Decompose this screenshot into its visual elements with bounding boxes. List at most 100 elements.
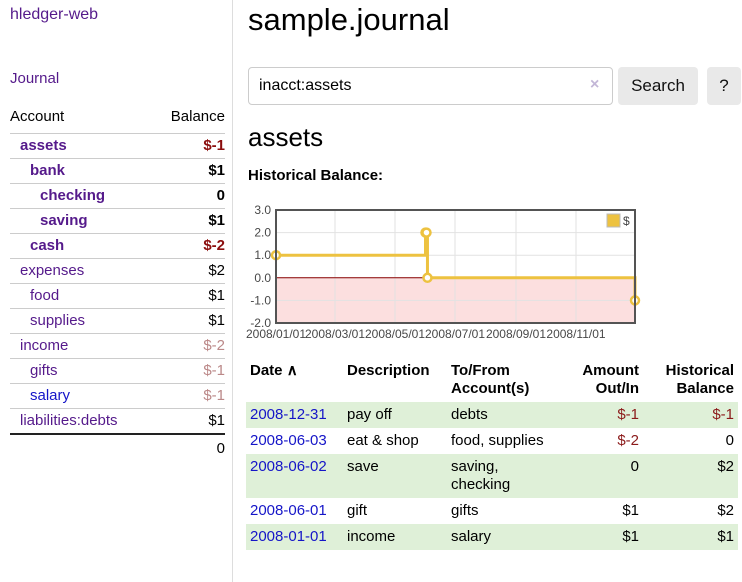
account-name-cell: cash — [10, 233, 153, 259]
account-row: liabilities:debts $1 — [10, 408, 225, 434]
accounts-table: Account Balance assets $-1 bank $1 check… — [10, 104, 225, 463]
svg-text:2008/05/01: 2008/05/01 — [365, 327, 425, 341]
account-balance-cell: $-2 — [152, 233, 225, 259]
accounts-total-value: 0 — [152, 433, 225, 463]
account-row: gifts $-1 — [10, 358, 225, 384]
register-account-heading: assets — [248, 122, 324, 152]
account-row: checking 0 — [10, 183, 225, 209]
account-link[interactable]: assets — [20, 137, 67, 154]
app-brand-link[interactable]: hledger-web — [10, 6, 99, 23]
account-name-cell: saving — [10, 208, 153, 234]
transaction-date-cell: 2008-01-01 — [246, 524, 343, 550]
svg-text:3.0: 3.0 — [254, 205, 271, 217]
account-row: expenses $2 — [10, 258, 225, 284]
account-row: saving $1 — [10, 208, 225, 234]
transaction-date-cell: 2008-06-01 — [246, 498, 343, 524]
transaction-description-cell: eat & shop — [347, 432, 419, 449]
account-balance-cell: $-2 — [152, 333, 225, 359]
account-balance-cell: $1 — [152, 408, 225, 434]
register-table: Date ∧ Description To/From Account(s) Am… — [246, 360, 738, 550]
sidebar-item-journal[interactable]: Journal — [10, 70, 60, 87]
transaction-accounts-cell: saving, checking — [447, 454, 551, 498]
register-table-body: 2008-12-31 pay off debts $-1 $-1 2008-06… — [246, 402, 738, 550]
transaction-amount-cell: $1 — [551, 524, 643, 550]
transaction-date-link[interactable]: 2008-06-02 — [250, 458, 327, 475]
help-button[interactable]: ? — [707, 67, 741, 105]
svg-text:2008/09/01: 2008/09/01 — [486, 327, 546, 341]
account-link[interactable]: salary — [30, 387, 71, 404]
svg-text:2008/11/01: 2008/11/01 — [546, 327, 605, 341]
transaction-date-link[interactable]: 2008-12-31 — [250, 406, 327, 423]
transaction-balance-cell: 0 — [725, 432, 734, 449]
account-link[interactable]: saving — [40, 212, 88, 229]
account-balance-cell: $1 — [152, 308, 225, 334]
page-title: sample.journal — [248, 2, 450, 37]
account-balance-cell: $1 — [152, 158, 225, 184]
search-input[interactable] — [248, 67, 613, 105]
transaction-date-link[interactable]: 2008-06-03 — [250, 432, 327, 449]
register-row: 2008-06-02 save saving, checking 0 $2 — [246, 454, 738, 498]
transaction-description-cell: gift — [347, 502, 368, 519]
register-row: 2008-06-01 gift gifts $1 $2 — [246, 498, 738, 524]
account-name-cell: checking — [10, 183, 153, 209]
account-row: cash $-2 — [10, 233, 225, 259]
account-name-cell: bank — [10, 158, 153, 184]
accounts-header-account: Account — [10, 108, 65, 125]
account-link[interactable]: supplies — [30, 312, 86, 329]
transaction-date-link[interactable]: 2008-01-01 — [250, 528, 327, 545]
accounts-header-balance: Balance — [170, 108, 225, 125]
account-link[interactable]: gifts — [30, 362, 58, 379]
sidebar: hledger-web Journal Account Balance asse… — [0, 0, 233, 582]
accounts-total-spacer — [10, 433, 153, 463]
transaction-date-link[interactable]: 2008-06-01 — [250, 502, 327, 519]
account-row: supplies $1 — [10, 308, 225, 334]
date-header-label: Date — [250, 362, 283, 379]
account-link[interactable]: food — [30, 287, 60, 304]
account-link[interactable]: checking — [40, 187, 106, 204]
register-header-date[interactable]: Date ∧ — [246, 360, 343, 402]
account-row: salary $-1 — [10, 383, 225, 409]
account-name-cell: gifts — [10, 358, 153, 384]
register-header-amount: Amount Out/In — [582, 362, 639, 397]
main-content: sample.journal × Search ? assets Histori… — [246, 0, 742, 582]
svg-text:2008/01/01: 2008/01/01 — [246, 327, 306, 341]
svg-text:1.0: 1.0 — [254, 248, 271, 262]
sort-ascending-icon: ∧ — [286, 362, 298, 379]
historical-balance-chart: $3.0 2.0 1.0 0.0 -1.0 -2.02008/01/012008/03/0… — [246, 205, 641, 341]
transaction-amount-cell: $1 — [622, 502, 639, 519]
account-name-cell: liabilities:debts — [10, 408, 153, 434]
accounts-table-body: assets $-1 bank $1 checking 0 saving $1 … — [10, 133, 225, 434]
account-link[interactable]: income — [20, 337, 69, 354]
account-name-cell: assets — [10, 133, 153, 159]
search-button[interactable]: Search — [618, 67, 698, 105]
transaction-amount-cell: $-1 — [551, 402, 643, 428]
svg-text:2.0: 2.0 — [254, 226, 271, 240]
transaction-description-cell: income — [343, 524, 447, 550]
account-balance-cell: $1 — [152, 283, 225, 309]
svg-text:-1.0: -1.0 — [250, 293, 271, 307]
account-balance-cell: $-1 — [152, 358, 225, 384]
account-row: income $-2 — [10, 333, 225, 359]
register-row: 2008-01-01 income salary $1 $1 — [246, 524, 738, 550]
transaction-amount-cell: $-2 — [617, 432, 639, 449]
register-header-description: Description — [347, 362, 430, 379]
transaction-date-cell: 2008-06-03 — [246, 428, 343, 454]
svg-text:-2.0: -2.0 — [250, 316, 271, 330]
chart-title: Historical Balance: — [248, 167, 384, 184]
register-header-accounts: To/From Account(s) — [451, 362, 530, 397]
svg-text:0.0: 0.0 — [254, 271, 271, 285]
account-link[interactable]: cash — [30, 237, 65, 254]
transaction-amount-cell: 0 — [551, 454, 643, 498]
account-row: food $1 — [10, 283, 225, 309]
clear-search-icon[interactable]: × — [590, 76, 600, 93]
account-link[interactable]: liabilities:debts — [20, 412, 118, 429]
transaction-accounts-cell: debts — [447, 402, 551, 428]
svg-text:$: $ — [623, 214, 630, 228]
transaction-description-cell: pay off — [343, 402, 447, 428]
transaction-accounts-cell: gifts — [451, 502, 479, 519]
account-link[interactable]: expenses — [20, 262, 85, 279]
transaction-balance-cell: $2 — [643, 454, 738, 498]
account-name-cell: salary — [10, 383, 153, 409]
account-name-cell: income — [10, 333, 153, 359]
account-link[interactable]: bank — [30, 162, 66, 179]
